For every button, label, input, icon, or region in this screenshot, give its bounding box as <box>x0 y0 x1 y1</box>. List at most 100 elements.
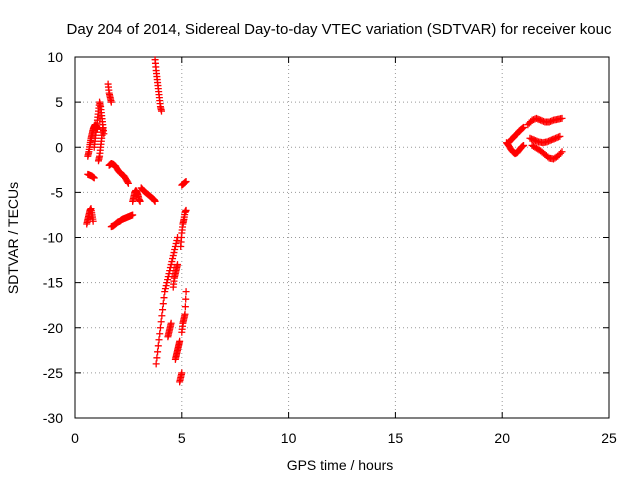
data-point <box>172 240 180 248</box>
y-axis-label: SDTVAR / TECUs <box>5 182 21 294</box>
series-arc-b <box>84 170 98 182</box>
data-point <box>153 354 161 362</box>
data-point <box>178 369 186 377</box>
data-point <box>158 107 166 115</box>
data-point <box>556 132 564 140</box>
data-point <box>99 125 107 133</box>
data-point <box>156 324 164 332</box>
data-point <box>176 337 184 345</box>
data-point <box>558 148 566 156</box>
series-arc-p <box>176 369 186 386</box>
data-point <box>162 282 170 290</box>
series-arc-x <box>528 141 566 163</box>
x-tick-labels: 0 5 10 15 20 25 <box>71 430 617 446</box>
data-point <box>160 294 168 302</box>
data-point <box>129 211 137 219</box>
y-tick-label: 10 <box>47 49 63 65</box>
x-tick-label: 20 <box>494 430 510 446</box>
data-point <box>167 261 175 269</box>
data-point <box>168 258 176 266</box>
data-point <box>161 288 169 296</box>
series-arc-g <box>105 159 132 187</box>
series-arc-i <box>129 187 144 205</box>
y-tick-label: -25 <box>43 365 63 381</box>
x-tick-label: 15 <box>388 430 404 446</box>
series-arc-v <box>524 114 566 129</box>
data-point <box>166 267 174 275</box>
data-point <box>156 330 164 338</box>
data-point <box>157 318 165 326</box>
x-tick-label: 0 <box>71 430 79 446</box>
data-point <box>170 249 178 257</box>
series-arc-u <box>505 123 528 147</box>
data-point <box>182 288 190 296</box>
data-point <box>173 237 181 245</box>
data-point <box>557 149 565 157</box>
series-arc-n <box>171 337 184 363</box>
data-point <box>152 360 160 368</box>
y-tick-label: -30 <box>43 410 63 426</box>
series-arc-k <box>151 56 166 115</box>
data-point <box>169 255 177 263</box>
data-point <box>154 342 162 350</box>
series-arc-s <box>178 178 190 189</box>
data-point <box>181 303 189 311</box>
data-point <box>181 310 189 318</box>
data-point <box>167 319 175 327</box>
series-arc-m <box>164 319 175 341</box>
y-tick-label: -15 <box>43 275 63 291</box>
series-arc-q <box>177 206 190 251</box>
x-tick-label: 5 <box>178 430 186 446</box>
series-arc-j <box>137 184 159 205</box>
data-point <box>174 261 182 269</box>
y-tick-label: -10 <box>43 230 63 246</box>
data-point <box>155 336 163 344</box>
series-arc-e <box>94 125 107 165</box>
data-point <box>107 98 115 106</box>
series-arc-w <box>526 132 564 147</box>
series-arc-o <box>169 261 182 291</box>
data-point <box>159 300 167 308</box>
data-point <box>136 197 144 205</box>
data-points <box>83 56 566 386</box>
data-point <box>161 285 169 293</box>
data-point <box>164 273 172 281</box>
series-arc-r <box>178 288 190 336</box>
data-point <box>169 252 177 260</box>
series-arc-d <box>90 98 108 151</box>
data-point <box>124 178 132 186</box>
data-point <box>151 197 159 205</box>
x-tick-label: 10 <box>281 430 297 446</box>
x-tick-label: 25 <box>601 430 617 446</box>
y-tick-label: -5 <box>51 184 64 200</box>
data-point <box>182 206 190 214</box>
data-point <box>558 114 566 122</box>
data-point <box>166 264 174 272</box>
data-point <box>154 348 162 356</box>
data-point <box>165 270 173 278</box>
data-point <box>520 141 528 149</box>
data-point <box>182 295 190 303</box>
data-point <box>171 246 179 254</box>
series-arc-l <box>152 234 182 368</box>
x-axis-label: GPS time / hours <box>287 457 394 473</box>
data-point <box>124 179 132 187</box>
series-arc-f <box>104 80 115 106</box>
y-tick-label: 0 <box>55 139 63 155</box>
data-point <box>182 178 190 186</box>
data-point <box>164 276 172 284</box>
data-point <box>159 306 167 314</box>
y-tick-label: 5 <box>55 94 63 110</box>
series-arc-h <box>107 211 137 231</box>
axis-ticks <box>74 56 610 419</box>
y-tick-label: -20 <box>43 320 63 336</box>
data-point <box>163 279 171 287</box>
data-point <box>89 217 97 225</box>
series-arc-a <box>83 205 97 228</box>
chart-title: Day 204 of 2014, Sidereal Day-to-day VTE… <box>67 21 612 38</box>
data-point <box>90 174 98 182</box>
data-point <box>520 123 528 131</box>
y-tick-labels: -30 -25 -20 -15 -10 -5 0 5 10 <box>43 49 63 426</box>
